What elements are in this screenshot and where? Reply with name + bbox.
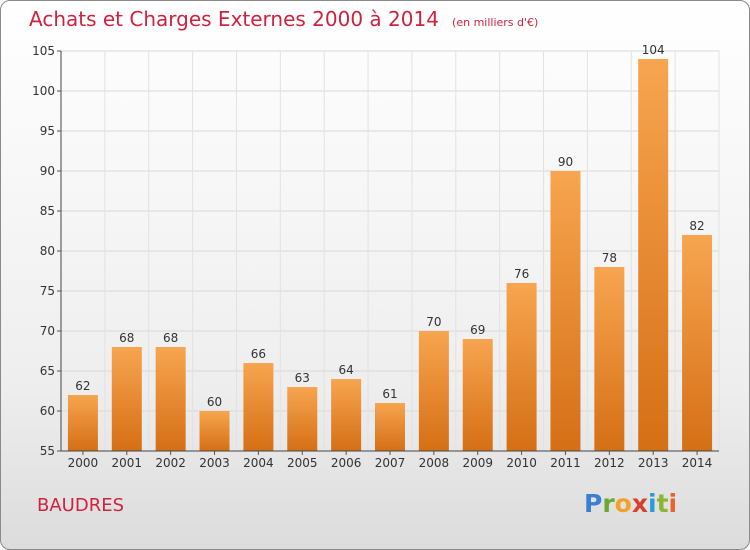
x-tick-label: 2012 bbox=[594, 456, 625, 470]
y-tick-label: 100 bbox=[32, 84, 55, 98]
x-tick-label: 2000 bbox=[68, 456, 99, 470]
x-tick-label: 2003 bbox=[199, 456, 230, 470]
x-tick-label: 2011 bbox=[550, 456, 581, 470]
data-label: 104 bbox=[642, 43, 665, 57]
bar bbox=[375, 403, 405, 451]
y-tick-label: 70 bbox=[40, 324, 55, 338]
x-tick-label: 2005 bbox=[287, 456, 318, 470]
labels: 55 60 65 70 75 80 85 90 95 100 105 62 2000 68 2001 68 20… bbox=[32, 43, 712, 470]
bar bbox=[506, 283, 537, 451]
data-label: 70 bbox=[426, 315, 441, 329]
bar bbox=[682, 235, 713, 451]
data-label: 76 bbox=[514, 267, 529, 281]
bar bbox=[199, 411, 230, 451]
x-tick-label: 2002 bbox=[155, 456, 186, 470]
proxiti-logo[interactable]: Proxiti bbox=[584, 489, 677, 518]
bar bbox=[243, 363, 274, 451]
commune-name: BAUDRES bbox=[37, 495, 125, 516]
bar bbox=[155, 347, 186, 451]
y-tick-label: 80 bbox=[40, 244, 55, 258]
bar bbox=[331, 379, 362, 451]
data-label: 63 bbox=[295, 371, 310, 385]
x-tick-label: 2009 bbox=[462, 456, 493, 470]
y-tick-label: 105 bbox=[32, 44, 55, 58]
x-tick-label: 2014 bbox=[682, 456, 713, 470]
chart-title: Achats et Charges Externes 2000 à 2014 bbox=[29, 7, 439, 31]
axes bbox=[57, 50, 719, 455]
x-tick-label: 2007 bbox=[375, 456, 406, 470]
chart-subtitle: (en milliers d'€) bbox=[452, 16, 539, 29]
logo-letter: o bbox=[614, 489, 632, 518]
data-label: 82 bbox=[689, 219, 704, 233]
data-label: 62 bbox=[75, 379, 90, 393]
logo-letter: x bbox=[631, 489, 648, 518]
x-tick-label: 2008 bbox=[419, 456, 450, 470]
x-tick-label: 2004 bbox=[243, 456, 274, 470]
bar bbox=[287, 387, 318, 451]
y-tick-label: 75 bbox=[40, 284, 55, 298]
y-tick-label: 60 bbox=[40, 404, 55, 418]
logo-letter: i bbox=[668, 489, 678, 518]
bar bbox=[550, 171, 581, 451]
bar bbox=[638, 59, 669, 451]
y-tick-label: 55 bbox=[40, 444, 55, 458]
bar bbox=[418, 331, 449, 451]
y-tick-label: 90 bbox=[40, 164, 55, 178]
logo-letter: r bbox=[602, 489, 615, 518]
bar bbox=[111, 347, 142, 451]
logo-letter: P bbox=[584, 489, 603, 518]
logo-letter: i bbox=[648, 489, 657, 518]
data-label: 61 bbox=[382, 387, 397, 401]
x-tick-label: 2010 bbox=[506, 456, 537, 470]
bars bbox=[67, 59, 713, 451]
data-label: 60 bbox=[207, 395, 222, 409]
y-tick-label: 85 bbox=[40, 204, 55, 218]
chart-header: Achats et Charges Externes 2000 à 2014 (… bbox=[29, 7, 538, 31]
data-label: 69 bbox=[470, 323, 485, 337]
bar bbox=[67, 395, 98, 451]
bar bbox=[462, 339, 493, 451]
data-label: 68 bbox=[163, 331, 178, 345]
data-label: 66 bbox=[251, 347, 266, 361]
data-label: 90 bbox=[558, 155, 573, 169]
x-tick-label: 2013 bbox=[638, 456, 669, 470]
data-label: 78 bbox=[602, 251, 617, 265]
data-label: 64 bbox=[338, 363, 353, 377]
x-tick-label: 2006 bbox=[331, 456, 362, 470]
logo-letter: t bbox=[656, 489, 669, 518]
y-tick-label: 95 bbox=[40, 124, 55, 138]
bar bbox=[594, 267, 625, 451]
data-label: 68 bbox=[119, 331, 134, 345]
x-tick-label: 2001 bbox=[112, 456, 143, 470]
y-tick-label: 65 bbox=[40, 364, 55, 378]
